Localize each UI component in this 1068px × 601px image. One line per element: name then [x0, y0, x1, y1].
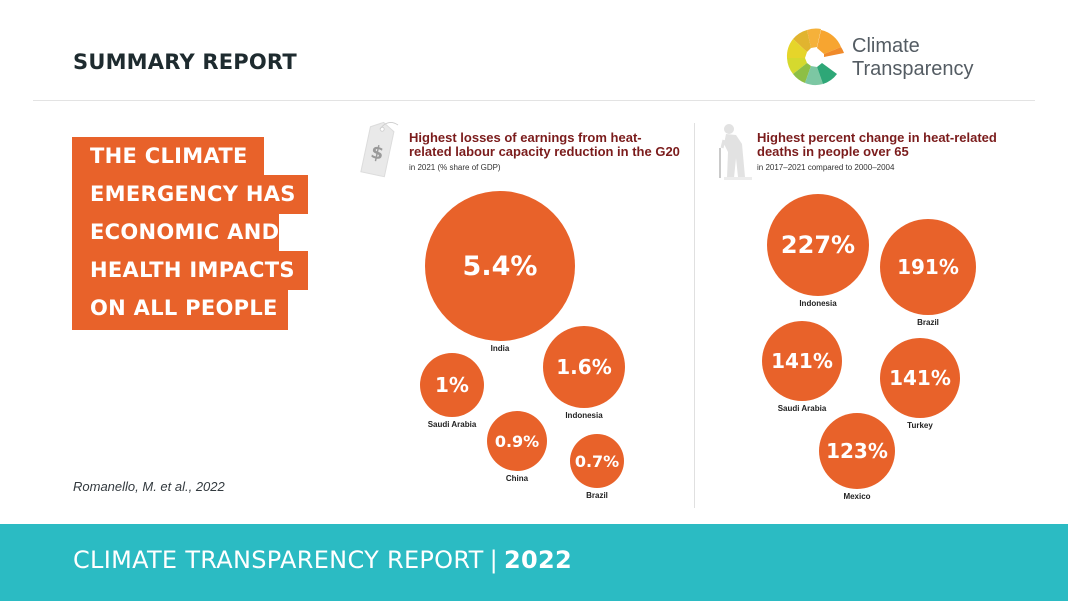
bubble-indonesia: 227%	[767, 194, 869, 296]
logo-wordmark: Climate Transparency	[852, 35, 974, 81]
bubble-indonesia: 1.6%	[543, 326, 625, 408]
bubble-brazil: 191%	[880, 219, 976, 315]
headline-line: ECONOMIC AND	[72, 213, 279, 252]
climate-transparency-logo-icon	[786, 28, 844, 86]
right-chart-title: Highest percent change in heat-related d…	[757, 130, 997, 159]
bubble-value-label: 0.7%	[574, 451, 620, 471]
bubble-category-label: Brazil	[586, 491, 608, 500]
bubble-value-label: 0.9%	[494, 431, 540, 451]
bubble-value-label: 141%	[889, 366, 951, 390]
bubble-india: 5.4%	[425, 191, 575, 341]
bubble-value-label: 141%	[771, 349, 833, 373]
bubble-value-label: 123%	[826, 439, 888, 463]
headline-line: EMERGENCY HAS	[72, 175, 308, 214]
bubble-category-label: Turkey	[907, 421, 933, 430]
bubble-saudi-arabia: 141%	[762, 321, 842, 401]
bubble-value-label: 227%	[780, 231, 856, 259]
footer-title: CLIMATE TRANSPARENCY REPORT | 2022	[73, 546, 572, 574]
bubble-category-label: India	[490, 344, 510, 353]
footer-banner: CLIMATE TRANSPARENCY REPORT | 2022	[0, 524, 1068, 601]
bubble-category-label: China	[505, 474, 529, 483]
footer-year: 2022	[503, 546, 572, 574]
bubble-value-label: 1.6%	[556, 355, 612, 379]
headline-line: HEALTH IMPACTS	[72, 251, 308, 290]
footer-report-name: CLIMATE TRANSPARENCY REPORT	[73, 546, 484, 574]
footer-separator: |	[489, 546, 498, 574]
bubble-china: 0.9%	[487, 411, 547, 471]
bubble-mexico: 123%	[819, 413, 895, 489]
bubble-turkey: 141%	[880, 338, 960, 418]
headline-line: THE CLIMATE	[72, 137, 264, 176]
header-divider	[33, 100, 1035, 101]
logo-line-1: Climate	[852, 35, 920, 57]
logo-line-2: Transparency	[852, 58, 974, 80]
report-type-title: SUMMARY REPORT	[73, 50, 297, 74]
bubble-value-label: 5.4%	[462, 250, 538, 282]
bubble-category-label: Saudi Arabia	[777, 404, 827, 413]
bubble-category-label: Indonesia	[565, 411, 603, 420]
elderly-person-cane-icon	[719, 124, 752, 180]
price-tag-dollar-icon: $	[360, 121, 399, 178]
left-chart-subtitle: in 2021 (% share of GDP)	[409, 163, 501, 172]
bubble-value-label: 1%	[435, 373, 469, 397]
bubble-category-label: Saudi Arabia	[427, 420, 477, 429]
source-citation: Romanello, M. et al., 2022	[73, 479, 225, 494]
right-chart-subtitle: in 2017–2021 compared to 2000–2004	[757, 163, 895, 172]
bubble-category-label: Indonesia	[799, 299, 837, 308]
bubble-category-label: Mexico	[843, 492, 871, 501]
bubble-saudi-arabia: 1%	[420, 353, 484, 417]
bubble-brazil: 0.7%	[570, 434, 624, 488]
headline-line: ON ALL PEOPLE	[72, 289, 288, 330]
svg-text:$: $	[369, 142, 386, 165]
panel-divider	[694, 123, 695, 508]
bubble-value-label: 191%	[897, 255, 959, 279]
left-chart-title: Highest losses of earnings from heat-rel…	[409, 130, 680, 159]
bubble-category-label: Brazil	[917, 318, 939, 327]
